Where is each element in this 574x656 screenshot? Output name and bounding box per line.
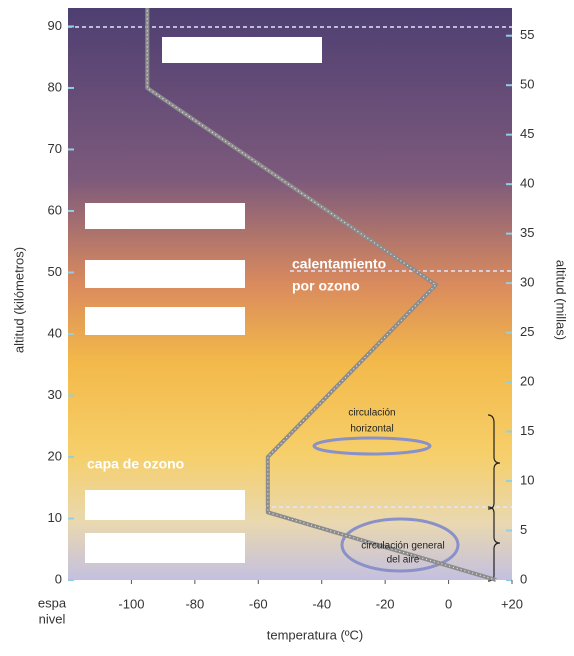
x-tick-label: -20 [376, 596, 395, 611]
y-tick-label: 70 [48, 141, 62, 156]
x-tick-label: -60 [249, 596, 268, 611]
y-tick-label: 60 [48, 202, 62, 217]
blank-box [85, 490, 245, 520]
y-tick-label: 50 [48, 264, 62, 279]
x-tick-label: -100 [118, 596, 144, 611]
annotation: capa de ozono [87, 456, 184, 472]
corner-label: nivel [39, 611, 66, 626]
y-tick-label: 80 [48, 79, 62, 94]
corner-label: espa [38, 595, 67, 610]
y-tick-label: 20 [48, 448, 62, 463]
y2-tick-label: 45 [520, 126, 534, 141]
y2-tick-label: 35 [520, 225, 534, 240]
y-tick-label: 10 [48, 510, 62, 525]
y-tick-label: 30 [48, 387, 62, 402]
chart: altitud (kilómetros) altitud (millas) te… [0, 0, 574, 651]
y2-axis-title: altitud (millas) [554, 260, 569, 340]
annotation: del aire [387, 555, 420, 566]
y-axis-title: altitud (kilómetros) [11, 247, 26, 353]
y2-tick-label: 15 [520, 423, 534, 438]
y2-tick-label: 25 [520, 324, 534, 339]
blank-box [85, 533, 245, 563]
annotation: por ozono [292, 278, 360, 294]
x-tick-label: -80 [185, 596, 204, 611]
y-tick-label: 40 [48, 325, 62, 340]
blank-box [85, 307, 245, 335]
y2-tick-label: 5 [520, 522, 527, 537]
x-tick-label: +20 [501, 596, 523, 611]
blank-box [162, 37, 322, 63]
y2-tick-label: 40 [520, 176, 534, 191]
annotation: circulación [348, 408, 395, 419]
blank-box [85, 203, 245, 229]
y-tick-label: 0 [55, 571, 62, 586]
blank-box [85, 260, 245, 288]
y2-tick-label: 10 [520, 472, 534, 487]
annotation: horizontal [350, 424, 393, 435]
y2-tick-label: 50 [520, 77, 534, 92]
x-axis-title: temperatura (ºC) [267, 627, 364, 642]
y2-tick-label: 55 [520, 27, 534, 42]
annotation: circulación general [361, 541, 444, 552]
y-tick-label: 90 [48, 18, 62, 33]
y2-tick-label: 20 [520, 374, 534, 389]
y2-tick-label: 30 [520, 275, 534, 290]
x-tick-label: 0 [445, 596, 452, 611]
y2-tick-label: 0 [520, 571, 527, 586]
x-tick-label: -40 [312, 596, 331, 611]
annotation: calentamiento [292, 256, 386, 272]
